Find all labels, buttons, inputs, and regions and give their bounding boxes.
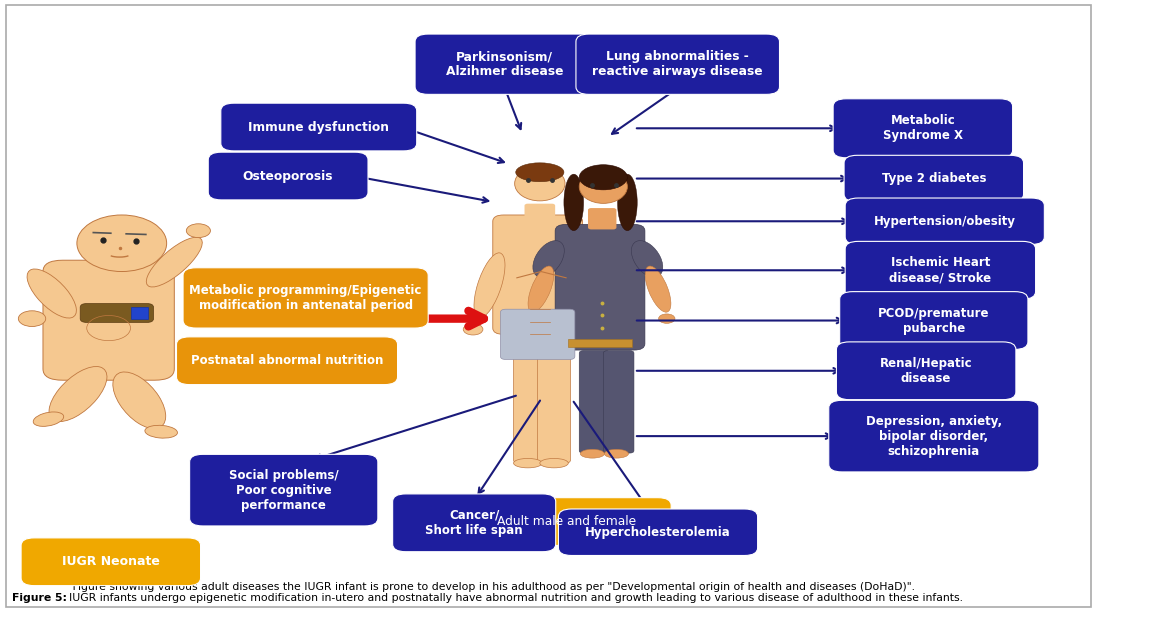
FancyBboxPatch shape bbox=[839, 292, 1028, 350]
Text: Hypercholesterolemia: Hypercholesterolemia bbox=[586, 526, 731, 539]
Ellipse shape bbox=[564, 174, 583, 231]
Ellipse shape bbox=[515, 163, 564, 182]
Ellipse shape bbox=[145, 425, 178, 438]
Text: Figure showing various adult diseases the IUGR infant is prone to develop in his: Figure showing various adult diseases th… bbox=[69, 582, 963, 603]
Ellipse shape bbox=[604, 449, 628, 458]
FancyBboxPatch shape bbox=[558, 509, 758, 555]
Ellipse shape bbox=[474, 253, 505, 318]
Ellipse shape bbox=[514, 167, 565, 201]
Ellipse shape bbox=[187, 224, 210, 238]
Ellipse shape bbox=[658, 314, 675, 323]
FancyBboxPatch shape bbox=[845, 198, 1045, 244]
FancyBboxPatch shape bbox=[81, 304, 153, 322]
Ellipse shape bbox=[27, 269, 76, 318]
Ellipse shape bbox=[18, 311, 46, 326]
Text: Renal/Hepatic
disease: Renal/Hepatic disease bbox=[880, 357, 972, 385]
FancyBboxPatch shape bbox=[100, 256, 133, 274]
FancyBboxPatch shape bbox=[221, 103, 416, 151]
FancyBboxPatch shape bbox=[130, 307, 148, 319]
Text: Adult male and female: Adult male and female bbox=[497, 515, 635, 528]
Text: Figure 5:: Figure 5: bbox=[13, 593, 67, 603]
FancyBboxPatch shape bbox=[513, 353, 547, 463]
FancyBboxPatch shape bbox=[834, 99, 1012, 158]
Ellipse shape bbox=[579, 170, 627, 203]
Text: Type 2 diabetes: Type 2 diabetes bbox=[882, 172, 986, 185]
Ellipse shape bbox=[567, 253, 598, 318]
FancyBboxPatch shape bbox=[189, 454, 378, 526]
Text: Parkinsonism/
Alzihmer disease: Parkinsonism/ Alzihmer disease bbox=[446, 50, 564, 78]
FancyBboxPatch shape bbox=[568, 339, 632, 347]
Ellipse shape bbox=[33, 412, 63, 427]
Text: Social problems/
Poor cognitive
performance: Social problems/ Poor cognitive performa… bbox=[229, 469, 339, 512]
Text: Immune dysfunction: Immune dysfunction bbox=[248, 121, 390, 134]
Ellipse shape bbox=[646, 266, 671, 312]
FancyBboxPatch shape bbox=[588, 208, 617, 230]
Text: Ischemic Heart
disease/ Stroke: Ischemic Heart disease/ Stroke bbox=[889, 256, 992, 285]
Ellipse shape bbox=[464, 324, 483, 335]
FancyBboxPatch shape bbox=[537, 353, 571, 463]
FancyBboxPatch shape bbox=[500, 309, 575, 360]
FancyBboxPatch shape bbox=[576, 34, 779, 95]
Text: Metabolic
Syndrome X: Metabolic Syndrome X bbox=[883, 114, 963, 142]
Ellipse shape bbox=[589, 324, 609, 335]
Ellipse shape bbox=[146, 237, 202, 287]
Text: PCOD/premature
pubarche: PCOD/premature pubarche bbox=[879, 307, 989, 334]
FancyBboxPatch shape bbox=[492, 215, 582, 334]
FancyBboxPatch shape bbox=[836, 342, 1016, 399]
Ellipse shape bbox=[580, 449, 604, 458]
Ellipse shape bbox=[632, 240, 663, 277]
FancyBboxPatch shape bbox=[829, 400, 1039, 472]
Ellipse shape bbox=[50, 367, 107, 422]
Ellipse shape bbox=[113, 372, 166, 428]
Ellipse shape bbox=[618, 174, 638, 231]
Text: Osteoporosis: Osteoporosis bbox=[243, 170, 333, 182]
Text: Metabolic programming/Epigenetic
modification in antenatal period: Metabolic programming/Epigenetic modific… bbox=[189, 284, 422, 312]
FancyBboxPatch shape bbox=[43, 260, 174, 380]
Text: Postnatal abnormal nutrition: Postnatal abnormal nutrition bbox=[191, 354, 383, 367]
Ellipse shape bbox=[77, 215, 167, 271]
FancyBboxPatch shape bbox=[603, 351, 634, 453]
Ellipse shape bbox=[528, 266, 553, 312]
Text: Lung abnormalities -
reactive airways disease: Lung abnormalities - reactive airways di… bbox=[593, 50, 763, 78]
FancyBboxPatch shape bbox=[176, 337, 398, 385]
FancyBboxPatch shape bbox=[579, 351, 610, 453]
Ellipse shape bbox=[533, 240, 564, 277]
FancyBboxPatch shape bbox=[845, 242, 1035, 299]
FancyBboxPatch shape bbox=[209, 152, 368, 200]
FancyBboxPatch shape bbox=[21, 538, 201, 586]
Text: Hypertension/obesity: Hypertension/obesity bbox=[874, 215, 1016, 228]
Ellipse shape bbox=[525, 314, 542, 323]
FancyBboxPatch shape bbox=[461, 498, 671, 545]
Ellipse shape bbox=[513, 458, 542, 468]
Ellipse shape bbox=[540, 458, 568, 468]
FancyBboxPatch shape bbox=[525, 204, 555, 227]
FancyBboxPatch shape bbox=[844, 155, 1024, 202]
Text: Cancer/
Short life span: Cancer/ Short life span bbox=[425, 509, 523, 537]
FancyBboxPatch shape bbox=[183, 268, 428, 328]
Text: Depression, anxiety,
bipolar disorder,
schizophrenia: Depression, anxiety, bipolar disorder, s… bbox=[866, 415, 1002, 457]
Text: IUGR Neonate: IUGR Neonate bbox=[62, 555, 160, 569]
FancyBboxPatch shape bbox=[393, 494, 556, 551]
Ellipse shape bbox=[579, 165, 627, 190]
FancyBboxPatch shape bbox=[415, 34, 595, 95]
FancyBboxPatch shape bbox=[555, 225, 645, 350]
